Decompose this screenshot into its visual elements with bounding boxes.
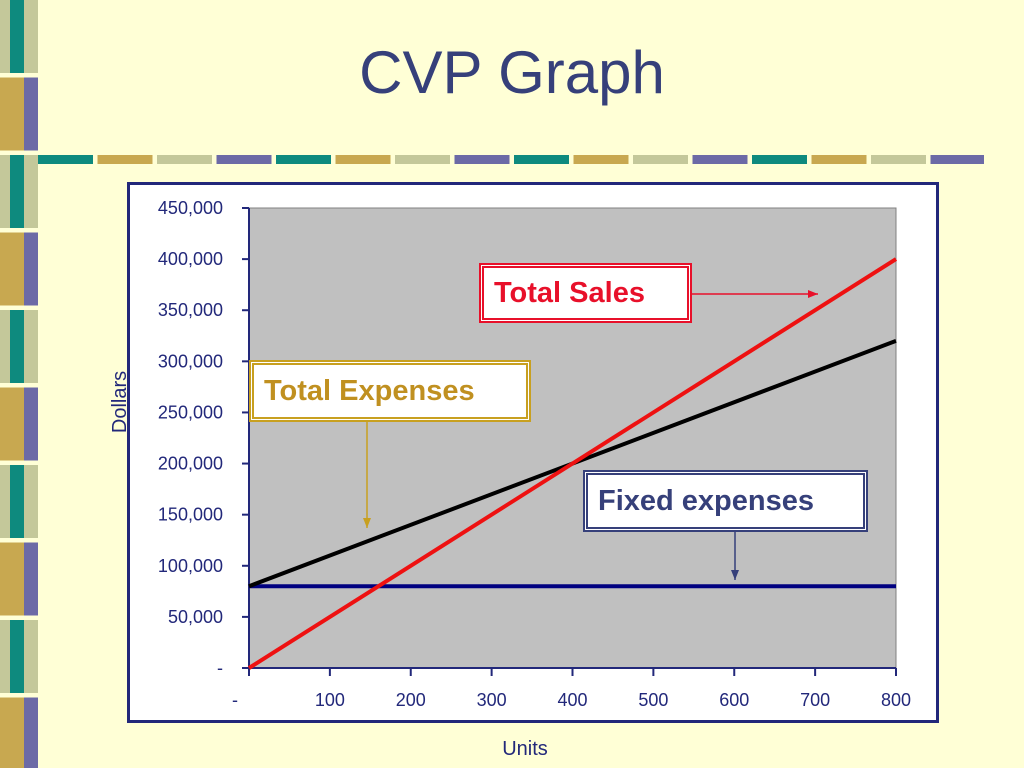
fixed-arrow-head: [731, 570, 739, 580]
y-tick-label: 400,000: [158, 249, 223, 269]
band-block: [97, 155, 153, 164]
x-tick-label: 400: [557, 690, 587, 710]
strip-block: [24, 542, 38, 616]
band-block: [335, 155, 391, 164]
strip-block: [24, 310, 38, 383]
band-block: [752, 155, 807, 164]
strip-block: [10, 0, 24, 73]
band-block: [157, 155, 212, 164]
strip-block: [24, 232, 38, 306]
strip-block: [10, 697, 24, 768]
fixed-expenses-callout: Fixed expenses: [583, 470, 868, 532]
band-block: [871, 155, 926, 164]
strip-block: [10, 310, 24, 383]
strip-block: [0, 697, 10, 768]
strip-block: [24, 77, 38, 151]
strip-block: [0, 77, 10, 151]
y-tick-label: 450,000: [158, 198, 223, 218]
sales-arrow-head: [808, 290, 818, 298]
expenses-arrow-head: [363, 518, 371, 528]
slide-title: CVP Graph: [359, 39, 665, 106]
total-sales-callout: Total Sales: [479, 263, 692, 323]
top-decorative-band: [38, 155, 984, 164]
strip-block: [24, 387, 38, 461]
band-block: [395, 155, 450, 164]
band-block: [276, 155, 331, 164]
x-axis-title: Units: [502, 738, 548, 760]
y-tick-label: 300,000: [158, 351, 223, 371]
x-tick-label: 500: [638, 690, 668, 710]
left-decorative-strip: [0, 0, 38, 768]
strip-block: [0, 620, 10, 693]
strip-block: [10, 155, 24, 228]
strip-block: [0, 387, 10, 461]
band-block: [38, 155, 93, 164]
strip-block: [24, 697, 38, 768]
y-tick-label: 350,000: [158, 300, 223, 320]
x-tick-label: 700: [800, 690, 830, 710]
strip-block: [0, 542, 10, 616]
x-tick-label: -: [232, 690, 238, 710]
band-block: [811, 155, 867, 164]
strip-block: [0, 465, 10, 538]
strip-block: [10, 77, 24, 151]
strip-block: [0, 0, 10, 73]
strip-block: [24, 0, 38, 73]
strip-block: [10, 465, 24, 538]
strip-block: [24, 620, 38, 693]
total-sales-line: [247, 257, 898, 670]
band-block: [930, 155, 984, 164]
y-tick-label: 100,000: [158, 556, 223, 576]
x-tick-label: 600: [719, 690, 749, 710]
strip-block: [24, 465, 38, 538]
band-block: [692, 155, 748, 164]
strip-block: [10, 542, 24, 616]
y-tick-label: -: [217, 658, 223, 678]
strip-block: [24, 155, 38, 228]
y-tick-label: 50,000: [168, 607, 223, 627]
x-tick-label: 100: [315, 690, 345, 710]
y-tick-label: 150,000: [158, 505, 223, 525]
x-tick-label: 200: [396, 690, 426, 710]
strip-block: [10, 387, 24, 461]
x-tick-label: 300: [477, 690, 507, 710]
strip-block: [0, 232, 10, 306]
total-expenses-callout: Total Expenses: [249, 360, 531, 422]
band-block: [514, 155, 569, 164]
strip-block: [10, 620, 24, 693]
band-block: [573, 155, 629, 164]
strip-block: [0, 310, 10, 383]
x-tick-label: 800: [881, 690, 911, 710]
band-block: [454, 155, 510, 164]
strip-block: [10, 232, 24, 306]
band-block: [633, 155, 688, 164]
band-block: [216, 155, 272, 164]
strip-block: [0, 155, 10, 228]
y-tick-label: 200,000: [158, 454, 223, 474]
y-axis-title: Dollars: [109, 371, 131, 433]
y-tick-label: 250,000: [158, 402, 223, 422]
